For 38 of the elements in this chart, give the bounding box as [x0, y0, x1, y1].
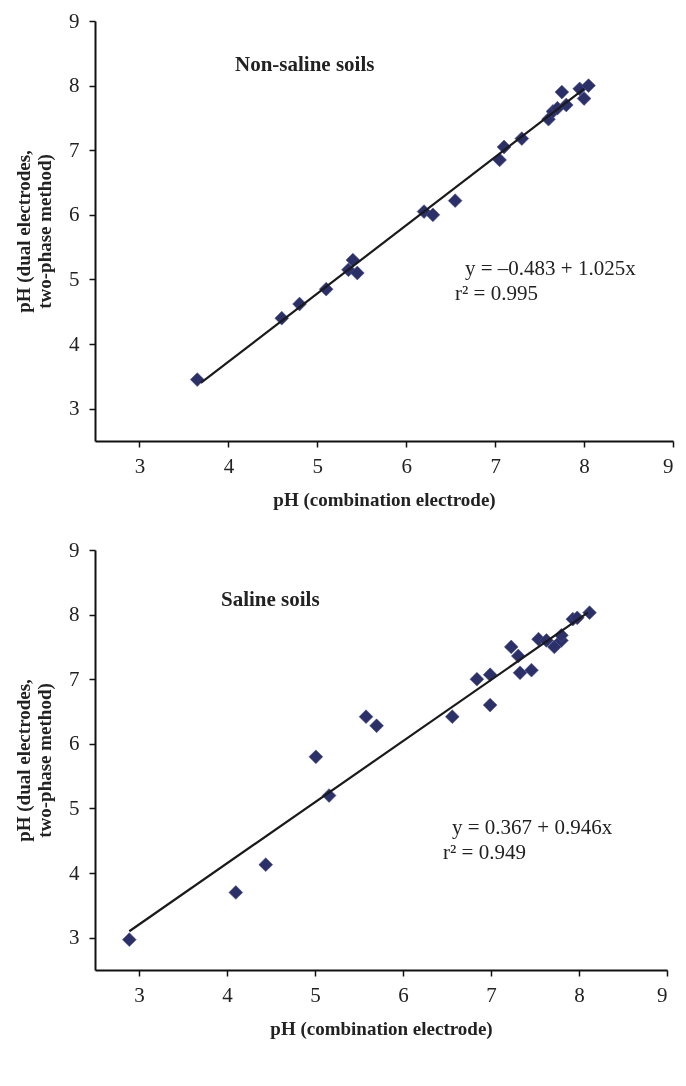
- x-tick-label: 4: [222, 982, 234, 1007]
- x-tick-label: 7: [486, 982, 497, 1007]
- y-tick-label: 7: [69, 137, 80, 162]
- y-tick-label: 3: [69, 925, 80, 950]
- annotation: y = –0.483 + 1.025x: [465, 256, 637, 280]
- y-tick-label: 4: [69, 331, 80, 356]
- x-tick-label: 8: [579, 453, 590, 478]
- text: Non-saline soils: [235, 52, 375, 76]
- y-tick-label: 5: [69, 795, 80, 820]
- x-tick-label: 6: [398, 982, 409, 1007]
- x-tick-label: 7: [490, 453, 501, 478]
- x-tick-label: 3: [134, 453, 146, 478]
- x-tick-label: 9: [663, 453, 674, 478]
- y-axis-title: pH (dual electrodes, two-phase method): [13, 149, 56, 313]
- x-tick-label: 3: [134, 982, 145, 1007]
- x-tick-label: 6: [401, 453, 412, 478]
- x-axis-title: pH (combination electrode): [273, 488, 496, 511]
- x-axis-title: pH (combination electrode): [270, 1017, 493, 1040]
- x-tick-label: 9: [657, 982, 668, 1007]
- annotation: r² = 0.995: [455, 281, 538, 305]
- x-tick-label: 5: [310, 982, 321, 1007]
- annotation: y = 0.367 + 0.946x: [452, 815, 613, 839]
- y-tick-label: 4: [69, 860, 80, 885]
- y-axis-title: pH (dual electrodes, two-phase method): [13, 678, 56, 842]
- x-tick-label: 8: [574, 982, 585, 1007]
- y-tick-label: 6: [69, 202, 80, 227]
- y-tick-label: 8: [69, 602, 80, 627]
- x-tick-label: 5: [312, 453, 324, 478]
- y-tick-label: 8: [69, 73, 80, 98]
- annotation: r² = 0.949: [443, 840, 526, 864]
- y-tick-label: 9: [69, 537, 80, 562]
- y-tick-label: 9: [69, 8, 80, 33]
- y-tick-label: 5: [69, 266, 80, 291]
- y-tick-label: 6: [69, 731, 80, 756]
- y-tick-label: 7: [69, 666, 80, 691]
- x-tick-label: 4: [223, 453, 235, 478]
- y-tick-label: 3: [69, 396, 80, 421]
- text: Saline soils: [221, 587, 320, 611]
